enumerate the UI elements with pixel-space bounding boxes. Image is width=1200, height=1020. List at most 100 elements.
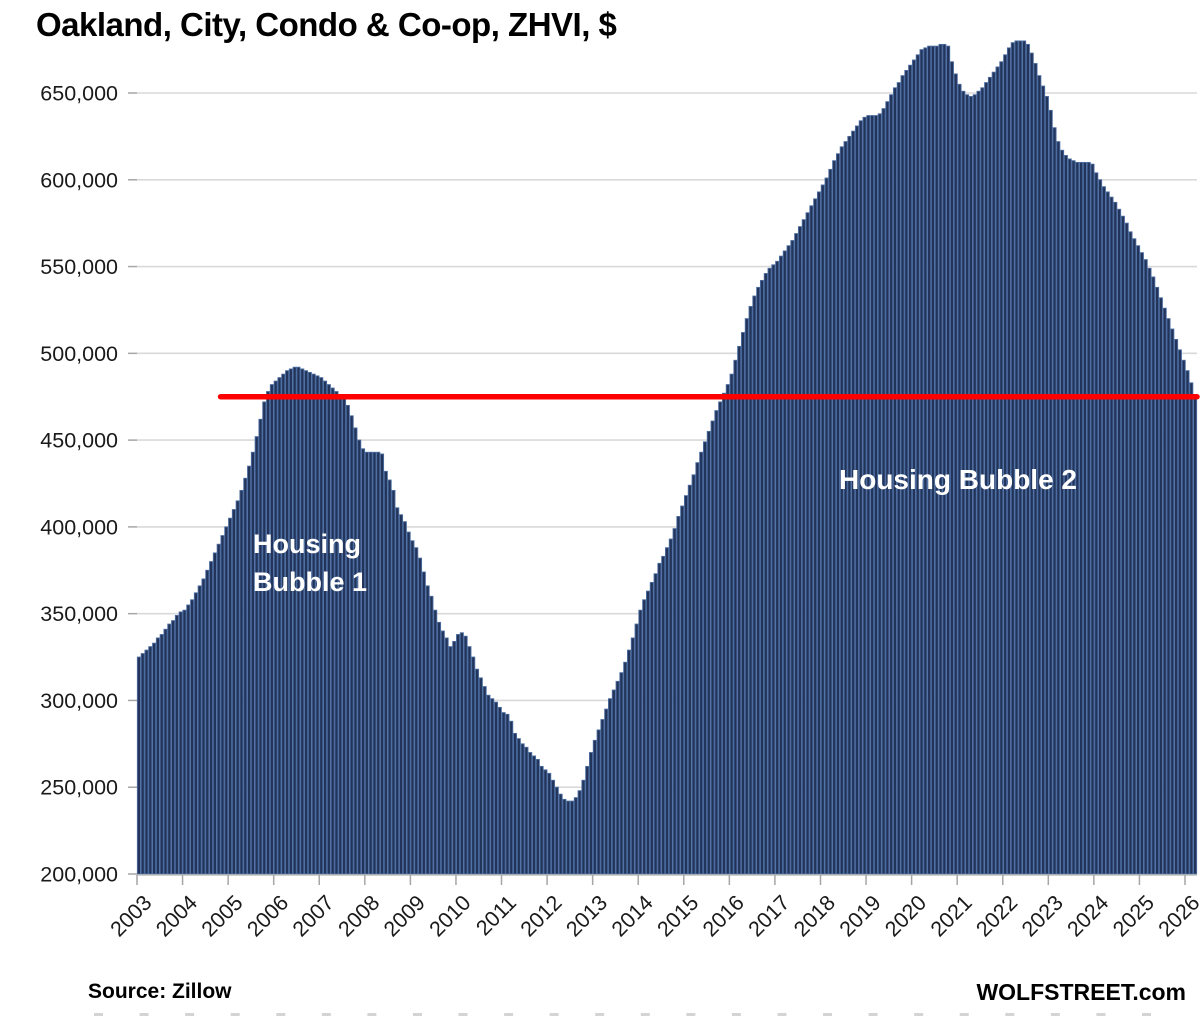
zhvi-month-bar (744, 318, 749, 875)
cutoff-label-mark (185, 1013, 195, 1016)
zhvi-month-bar (657, 562, 662, 875)
zhvi-month-bar (668, 538, 673, 875)
zhvi-month-bar (520, 743, 525, 875)
zhvi-month-bar (547, 772, 552, 875)
x-axis-label: 2022 (971, 891, 1022, 942)
x-axis-label: 2020 (880, 891, 931, 942)
zhvi-month-bar (144, 649, 149, 875)
zhvi-month-bar (832, 160, 837, 875)
zhvi-month-bar (228, 517, 233, 875)
zhvi-month-bar (1037, 75, 1042, 875)
cutoff-label-mark (959, 1013, 969, 1016)
x-axis-label: 2024 (1063, 891, 1114, 942)
zhvi-month-bar (1139, 252, 1144, 875)
zhvi-month-bar (1193, 394, 1198, 875)
zhvi-month-bar (1120, 215, 1125, 875)
zhvi-month-bar (665, 547, 669, 875)
zhvi-month-bar (714, 410, 719, 875)
zhvi-month-bar (790, 240, 795, 875)
zhvi-month-bar (178, 611, 183, 875)
cutoff-label-mark (367, 1013, 377, 1016)
zhvi-month-bar (395, 507, 400, 875)
zhvi-month-bar (205, 569, 210, 875)
x-axis-label: 2010 (425, 891, 476, 942)
cutoff-label-mark (276, 1013, 286, 1016)
zhvi-month-bar (923, 47, 928, 875)
zhvi-month-bar (155, 637, 160, 875)
zhvi-month-bar (342, 398, 347, 875)
zhvi-month-bar (273, 380, 278, 875)
zhvi-month-bar (566, 800, 571, 875)
zhvi-month-bar (440, 630, 445, 875)
zhvi-month-bar (866, 115, 871, 875)
zhvi-month-bar (1060, 149, 1065, 875)
zhvi-month-bar (338, 394, 343, 875)
zhvi-month-bar (456, 634, 461, 875)
zhvi-month-bar (243, 477, 248, 875)
zhvi-month-bar (539, 765, 544, 875)
zhvi-month-bar (965, 94, 970, 875)
cutoff-label-mark (1005, 1013, 1015, 1016)
zhvi-month-bar (501, 712, 506, 875)
zhvi-month-bar (1041, 85, 1046, 875)
zhvi-month-bar (387, 479, 392, 875)
zhvi-month-bar (326, 384, 331, 875)
x-axis-label: 2026 (1154, 891, 1200, 942)
zhvi-month-bar (904, 69, 909, 875)
x-axis-label: 2009 (379, 891, 430, 942)
zhvi-month-bar (285, 370, 290, 875)
x-axis-label: 2012 (516, 891, 567, 942)
zhvi-month-bar (672, 528, 677, 875)
zhvi-month-bar (608, 698, 613, 875)
zhvi-month-bar (471, 656, 476, 875)
zhvi-month-bar (1143, 259, 1148, 875)
zhvi-month-bar (513, 732, 518, 875)
cutoff-label-mark (731, 1013, 741, 1016)
brand-label: WOLFSTREET.com (976, 979, 1186, 1005)
cutoff-label-mark (458, 1013, 468, 1016)
zhvi-month-bar (163, 628, 168, 875)
zhvi-month-bar (824, 177, 829, 875)
zhvi-month-bar (497, 706, 502, 875)
zhvi-month-bar (334, 391, 339, 875)
zhvi-month-bar (900, 75, 905, 875)
y-axis-label: 600,000 (40, 168, 118, 192)
zhvi-month-bar (467, 646, 472, 875)
zhvi-month-bar (1177, 349, 1182, 875)
zhvi-month-bar (1029, 52, 1034, 875)
zhvi-month-bar (558, 793, 563, 875)
zhvi-month-bar (691, 474, 696, 875)
zhvi-month-bar (345, 404, 350, 875)
zhvi-month-bar (307, 371, 312, 875)
zhvi-month-bar (1022, 40, 1027, 875)
zhvi-month-bar (315, 375, 320, 875)
zhvi-month-bar (190, 599, 195, 875)
zhvi-month-bar (1006, 47, 1011, 875)
cutoff-label-mark (230, 1013, 240, 1016)
zhvi-month-bar (212, 552, 217, 875)
zhvi-month-bar (1185, 370, 1190, 875)
zhvi-month-bar (1147, 267, 1152, 875)
zhvi-month-bar (300, 368, 305, 875)
zhvi-month-bar (551, 779, 556, 875)
zhvi-month-bar (136, 656, 141, 875)
zhvi-month-bar (433, 609, 438, 875)
zhvi-month-bar (630, 637, 635, 875)
cutoff-label-mark (686, 1013, 696, 1016)
cutoff-label-mark (412, 1013, 422, 1016)
zhvi-month-bar (801, 219, 806, 875)
zhvi-month-bar (1063, 155, 1068, 875)
zhvi-month-bar (721, 392, 726, 875)
zhvi-month-bar (748, 306, 753, 875)
zhvi-month-bar (581, 779, 586, 875)
zhvi-month-bar (167, 623, 172, 875)
zhvi-month-bar (786, 245, 791, 875)
zhvi-month-bar (1166, 318, 1171, 875)
zhvi-month-bar (809, 205, 814, 875)
zhvi-month-bar (1079, 161, 1084, 875)
zhvi-month-bar (733, 359, 738, 875)
x-axis-label: 2014 (607, 891, 658, 942)
zhvi-month-bar (953, 73, 958, 875)
zhvi-month-bar (949, 61, 954, 875)
chart-title: Oakland, City, Condo & Co-op, ZHVI, $ (36, 6, 617, 43)
